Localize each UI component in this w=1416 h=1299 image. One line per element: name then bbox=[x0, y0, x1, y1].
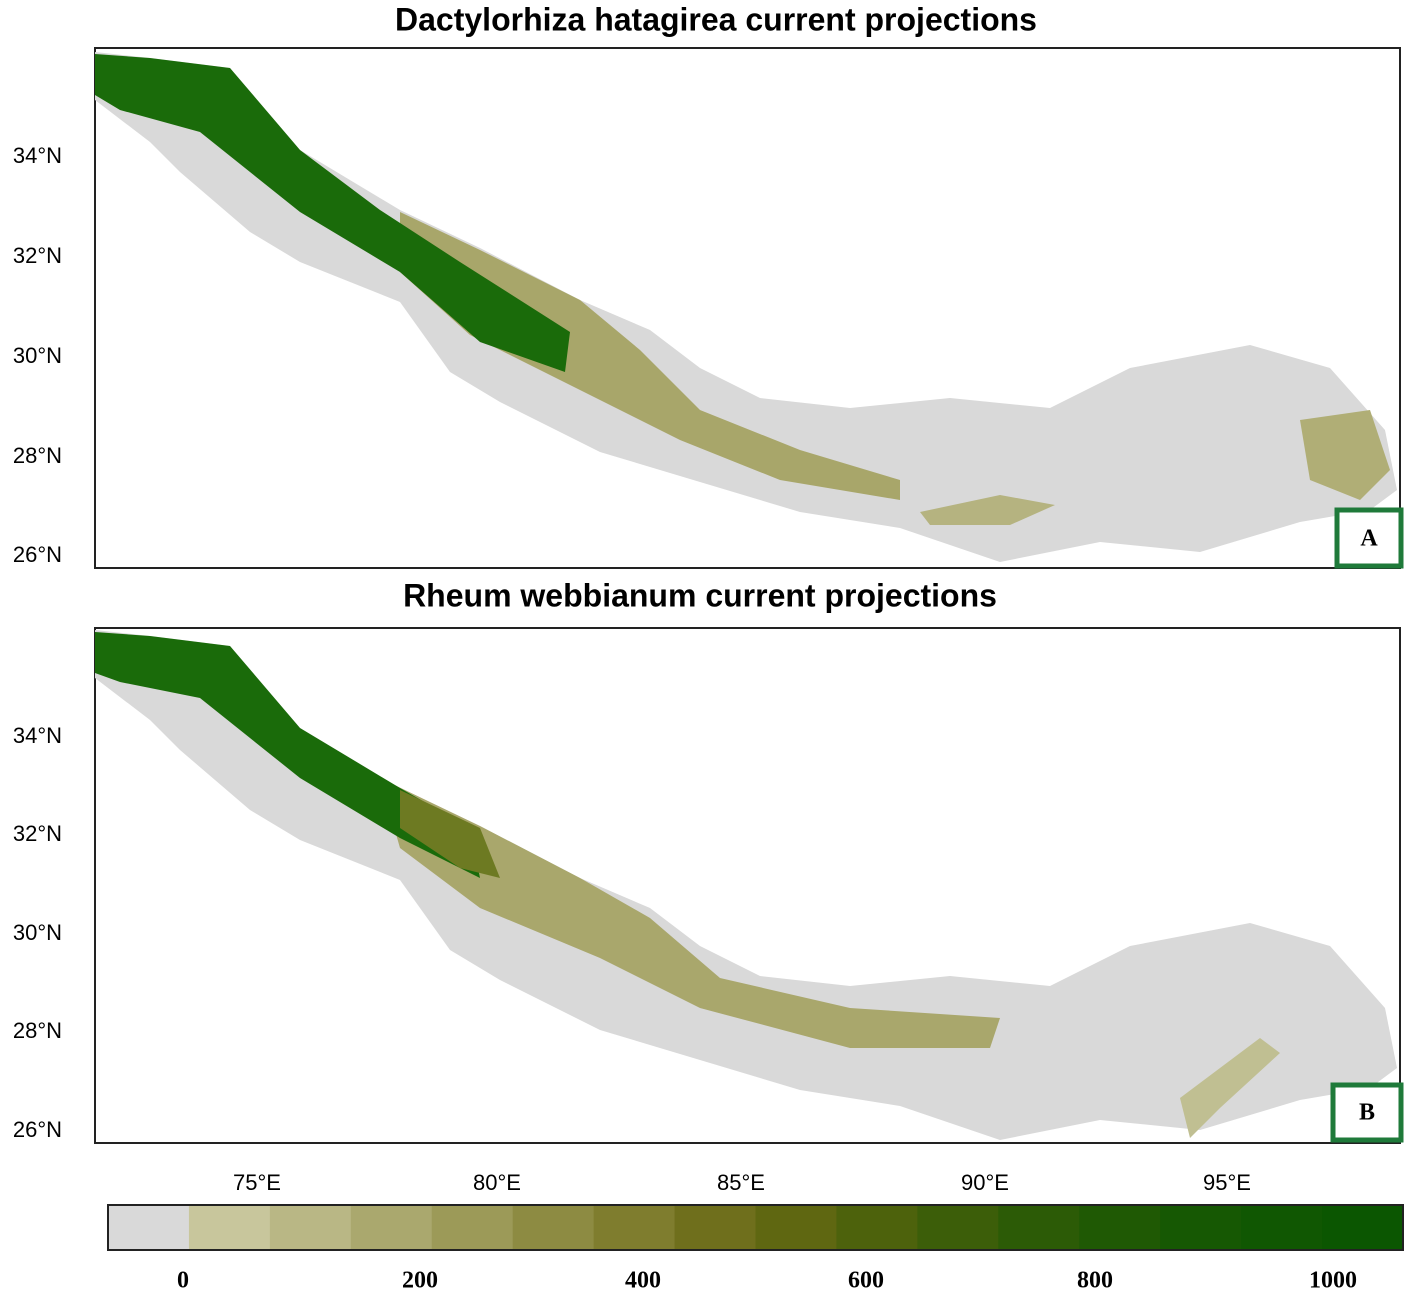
colorbar-label: 0 bbox=[177, 1268, 189, 1294]
lon-label: 95°E bbox=[1203, 1170, 1251, 1195]
lat-label: 26°N bbox=[13, 542, 62, 567]
region-low bbox=[1300, 410, 1390, 500]
lat-label: 26°N bbox=[13, 1117, 62, 1142]
colorbar-swatch bbox=[998, 1205, 1080, 1250]
colorbar-swatch bbox=[593, 1205, 676, 1250]
colorbar-swatch bbox=[431, 1205, 514, 1250]
colorbar-label: 200 bbox=[402, 1268, 438, 1294]
colorbar-swatch bbox=[917, 1205, 999, 1250]
colorbar-swatch bbox=[674, 1205, 756, 1250]
lon-label: 85°E bbox=[717, 1170, 765, 1195]
colorbar-swatch bbox=[1241, 1205, 1323, 1250]
lat-label: 30°N bbox=[13, 343, 62, 368]
panel-title: Dactylorhiza hatagirea current projectio… bbox=[395, 1, 1037, 37]
colorbar-frame bbox=[107, 1204, 1404, 1251]
panel-title: Rheum webbianum current projections bbox=[403, 577, 997, 613]
colorbar-label: 600 bbox=[848, 1268, 884, 1294]
lat-label: 34°N bbox=[13, 143, 62, 168]
colorbar-labels: 0 200 400 600 800 1000 bbox=[177, 1268, 1357, 1294]
lon-label: 90°E bbox=[961, 1170, 1009, 1195]
lat-label: 32°N bbox=[13, 243, 62, 268]
colorbar-label: 800 bbox=[1077, 1268, 1113, 1294]
colorbar-swatch bbox=[836, 1205, 918, 1250]
colorbar-swatch bbox=[108, 1205, 190, 1250]
region-mid bbox=[400, 790, 500, 878]
colorbar-swatch bbox=[269, 1205, 352, 1250]
colorbar bbox=[108, 1205, 1404, 1250]
region-low bbox=[1180, 1038, 1280, 1138]
colorbar-label: 400 bbox=[625, 1268, 661, 1294]
region-low bbox=[920, 495, 1055, 525]
lon-label: 80°E bbox=[473, 1170, 521, 1195]
colorbar-label: 1000 bbox=[1309, 1268, 1357, 1294]
panel-label-box bbox=[1334, 507, 1404, 569]
region-high bbox=[95, 632, 480, 878]
colorbar-swatch bbox=[1079, 1205, 1161, 1250]
lat-label: 30°N bbox=[13, 920, 62, 945]
colorbar-swatch bbox=[350, 1205, 433, 1250]
colorbar-swatch bbox=[1160, 1205, 1242, 1250]
region-low bbox=[400, 212, 900, 500]
lat-label: 28°N bbox=[13, 443, 62, 468]
lat-axis: 34°N 32°N 30°N 28°N 26°N bbox=[13, 143, 62, 567]
lat-label: 28°N bbox=[13, 1018, 62, 1043]
panel-label: A bbox=[1360, 526, 1378, 552]
panel-label: B bbox=[1359, 1100, 1375, 1126]
colorbar-swatch bbox=[755, 1205, 837, 1250]
colorbar-swatch bbox=[512, 1205, 595, 1250]
lat-label: 34°N bbox=[13, 723, 62, 748]
colorbar-swatch bbox=[188, 1205, 271, 1250]
lon-axis: 75°E 80°E 85°E 90°E 95°E bbox=[233, 1170, 1251, 1195]
panel-label-box bbox=[1330, 1082, 1404, 1143]
colorbar-swatch bbox=[1322, 1205, 1404, 1250]
lon-label: 75°E bbox=[233, 1170, 281, 1195]
lat-label: 32°N bbox=[13, 821, 62, 846]
region-low bbox=[380, 778, 1000, 1048]
lat-axis: 34°N 32°N 30°N 28°N 26°N bbox=[13, 723, 62, 1142]
region-high bbox=[95, 54, 570, 372]
